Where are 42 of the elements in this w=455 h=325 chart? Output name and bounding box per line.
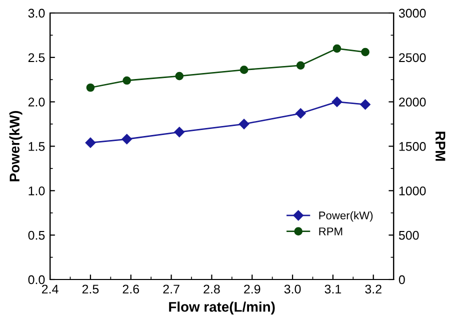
x-tick-label: 2.8 <box>204 284 220 294</box>
point <box>175 72 184 80</box>
point <box>86 83 95 92</box>
y2-tick-label: 2500 <box>399 53 426 62</box>
point <box>174 126 184 138</box>
x-axis-title: Flow rate(L/min) <box>169 302 275 315</box>
y-tick-label: 2.0 <box>28 98 45 106</box>
y2-tick-label: 3000 <box>398 8 426 18</box>
point <box>122 134 132 144</box>
y-tick-label: 1.0 <box>28 186 45 196</box>
point <box>360 99 370 110</box>
y2-tick-label: 500 <box>398 230 419 240</box>
point <box>296 61 305 70</box>
x-tick-label: 3.0 <box>284 284 301 294</box>
point <box>361 48 370 56</box>
y2-axis-title: RPM <box>436 132 446 161</box>
point <box>296 108 306 118</box>
y-tick-label: 0.5 <box>28 230 45 240</box>
x-tick-label: 2.7 <box>163 284 180 294</box>
legend-label: Power(kW) <box>319 211 373 222</box>
legend-label: RPM <box>319 228 342 236</box>
point <box>332 96 342 107</box>
x-tick-label: 2.9 <box>244 284 260 294</box>
point <box>85 138 96 148</box>
y-axis-title: Power(kW) <box>9 111 22 182</box>
point <box>332 44 342 53</box>
x-tick-label: 3.2 <box>365 284 382 294</box>
point <box>240 66 248 74</box>
y-tick-label: 2.5 <box>28 53 45 62</box>
y2-tick-label: 1000 <box>399 186 426 196</box>
x-tick-label: 2.4 <box>42 284 58 294</box>
point <box>122 76 132 85</box>
y-tick-label: 0.0 <box>28 275 45 284</box>
y2-tick-label: 0 <box>398 275 405 284</box>
x-tick-label: 3.1 <box>324 284 342 294</box>
x-tick-label: 2.6 <box>122 284 140 294</box>
y2-tick-label: 1500 <box>399 142 426 151</box>
y2-tick-label: 2000 <box>399 98 426 106</box>
y-tick-label: 3.0 <box>28 8 45 18</box>
x-tick-label: 2.5 <box>82 284 99 294</box>
y-tick-label: 1.5 <box>28 142 45 151</box>
point <box>238 118 250 130</box>
